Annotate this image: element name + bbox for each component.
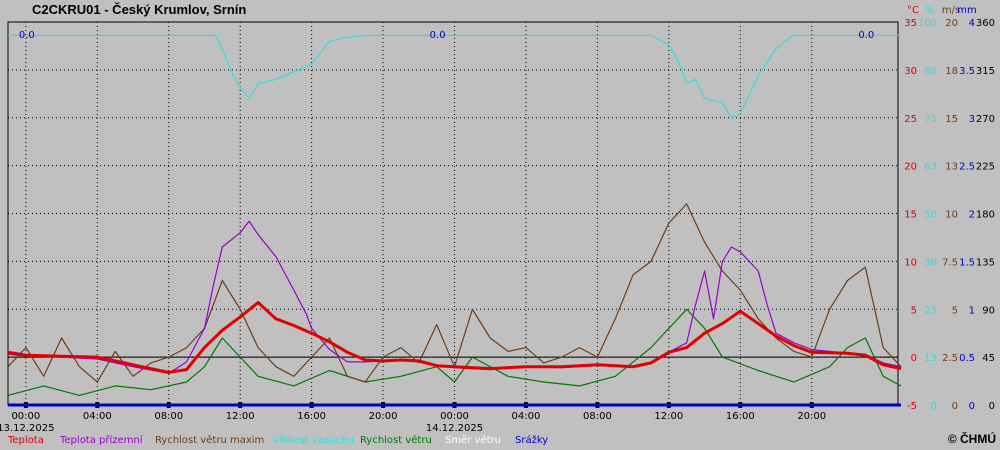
direction-tick-label: 225 [976,162,995,173]
date-label: 13.12.2025 [0,423,54,434]
rain-unit-label: mm [957,5,976,16]
temp-tick-label: 30 [904,66,917,77]
rain-tick-label: 2.5 [959,162,975,173]
rain-tick-label: 4 [969,18,975,29]
chart-title: C2CKRU01 - Český Krumlov, Srnín [32,2,247,17]
date-label: 14.12.2025 [426,423,483,434]
series-line-teplota [7,301,902,374]
temp-tick-label: 20 [904,162,917,173]
humidity-tick-label: 25 [924,305,937,316]
x-tick-label: 16:00 [726,411,755,422]
x-tick-label: 20:00 [369,411,398,422]
x-tick-label: 00:00 [11,411,40,422]
x-tick-label: 16:00 [297,411,326,422]
wind-unit-label: m/s [942,5,960,16]
direction-tick-label: 45 [982,353,995,364]
temp-tick-label: 0 [911,353,917,364]
rain-tick-label: 1 [969,305,975,316]
rain-tick-label: 1.5 [959,257,975,268]
direction-tick-label: 270 [976,114,995,125]
direction-tick-label: 135 [976,257,995,268]
rain-tick-label: 3 [969,114,975,125]
series-line-rychlost-větru [7,308,902,396]
temp-tick-label: 25 [904,114,917,125]
temp-tick-label: 35 [904,18,917,29]
legend-item: Rychlost větru [360,435,432,446]
rain-tick-label: 0 [969,401,975,412]
direction-tick-label: 180 [976,210,995,221]
legend-item: Rychlost větru maxim [155,435,265,446]
direction-tick-label: 360 [976,18,995,29]
humidity-tick-label: 88 [924,66,937,77]
humidity-tick-label: 0 [931,401,937,412]
rain-tick-label: 3.5 [959,66,975,77]
wind-tick-label: 13 [945,162,958,173]
humidity-tick-label: 13 [924,353,937,364]
rain-tick-label: 2 [969,210,975,221]
wind-tick-label: 18 [945,66,958,77]
wind-tick-label: 0 [952,401,958,412]
x-tick-label: 04:00 [83,411,112,422]
rain-tick-label: 0.5 [959,353,975,364]
x-tick-label: 04:00 [512,411,541,422]
temp-unit-label: °C [907,5,919,16]
humidity-tick-label: 63 [924,162,937,173]
temp-tick-label: 15 [904,210,917,221]
grid [8,22,898,405]
x-tick-label: 12:00 [654,411,683,422]
series-line-vlhkost-vzduchu [8,34,901,119]
x-tick-label: 08:00 [154,411,183,422]
humidity-tick-label: 100 [918,18,937,29]
wind-tick-label: 20 [945,18,958,29]
legend-item: Teplota přízemní [60,435,143,446]
wind-tick-label: 2.5 [942,353,958,364]
rain-value-label: 0.0 [858,30,874,41]
x-axis: 00:00 04:00 08:00 12:00 16:00 20:00 00:00 04:00… [0,402,826,434]
legend-item: Srážky [515,435,549,446]
direction-tick-label: 0 [989,401,995,412]
humidity-tick-label: 38 [924,257,937,268]
wind-tick-label: 5 [952,305,958,316]
rain-value-label: 0.0 [430,30,446,41]
temp-tick-label: 10 [904,257,917,268]
humidity-unit-label: % [925,5,935,16]
x-tick-label: 12:00 [226,411,255,422]
direction-tick-label: 315 [976,66,995,77]
legend-item: Vlhkost vzduchu [272,435,354,446]
temp-tick-label: -5 [907,401,917,412]
rain-labels: 0.0 0.0 0.0 [19,30,874,41]
humidity-tick-label: 75 [924,114,937,125]
temp-tick-label: 5 [911,305,917,316]
rain-value-label: 0.0 [19,30,35,41]
legend-item: Směr větru [445,435,501,446]
x-tick-label: 08:00 [583,411,612,422]
wind-tick-label: 10 [945,210,958,221]
direction-tick-label: 90 [982,305,995,316]
wind-tick-label: 15 [945,114,958,125]
x-tick-label: 00:00 [440,411,469,422]
humidity-tick-label: 50 [924,210,937,221]
legend-item: Teplota [8,435,44,446]
x-tick-label: 20:00 [797,411,826,422]
copyright-label: © ČHMÚ [947,432,996,446]
wind-tick-label: 7.5 [942,257,958,268]
series-layer [7,34,902,407]
